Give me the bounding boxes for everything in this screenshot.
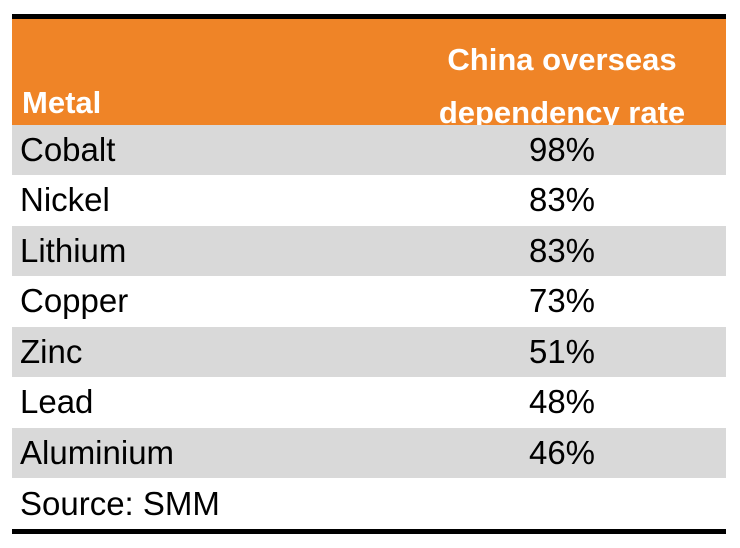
table-row: Lead 48% xyxy=(12,378,726,428)
table-row: Cobalt 98% xyxy=(12,125,726,176)
source-row: Source: SMM xyxy=(12,479,726,530)
table-row: Copper 73% xyxy=(12,277,726,327)
table-top-rule xyxy=(12,14,726,19)
table-header: Metal China overseas dependency rate xyxy=(12,19,726,130)
cell-dependency-rate: 83% xyxy=(528,181,596,219)
cell-metal: Zinc xyxy=(20,332,83,370)
table-row: Nickel 83% xyxy=(12,176,726,226)
cell-dependency-rate: 46% xyxy=(528,433,596,471)
table-row: Aluminium 46% xyxy=(12,428,726,479)
cell-metal: Lead xyxy=(20,383,94,421)
source-note: Source: SMM xyxy=(20,484,220,522)
dependency-table: Metal China overseas dependency rate Cob… xyxy=(12,14,726,534)
column-header-line-1: China overseas xyxy=(447,42,677,77)
column-header-metal: Metal xyxy=(22,85,102,120)
table-body: Cobalt 98% Nickel 83% Lithium 83% Copper 73% Zin… xyxy=(12,125,726,479)
cell-dependency-rate: 83% xyxy=(528,231,596,269)
cell-metal: Copper xyxy=(20,282,129,320)
cell-metal: Cobalt xyxy=(20,130,116,168)
cell-dependency-rate: 51% xyxy=(528,332,596,370)
table-row: Zinc 51% xyxy=(12,327,726,378)
column-header-dependency-rate: China overseas dependency rate xyxy=(412,33,712,139)
table-bottom-rule xyxy=(12,529,726,534)
cell-metal: Aluminium xyxy=(20,433,175,471)
cell-dependency-rate: 73% xyxy=(528,282,596,320)
cell-dependency-rate: 98% xyxy=(528,130,596,168)
cell-metal: Lithium xyxy=(20,231,127,269)
cell-dependency-rate: 48% xyxy=(528,383,596,421)
cell-metal: Nickel xyxy=(20,181,110,219)
table-row: Lithium 83% xyxy=(12,226,726,277)
column-header-line-2: dependency rate xyxy=(438,95,686,130)
